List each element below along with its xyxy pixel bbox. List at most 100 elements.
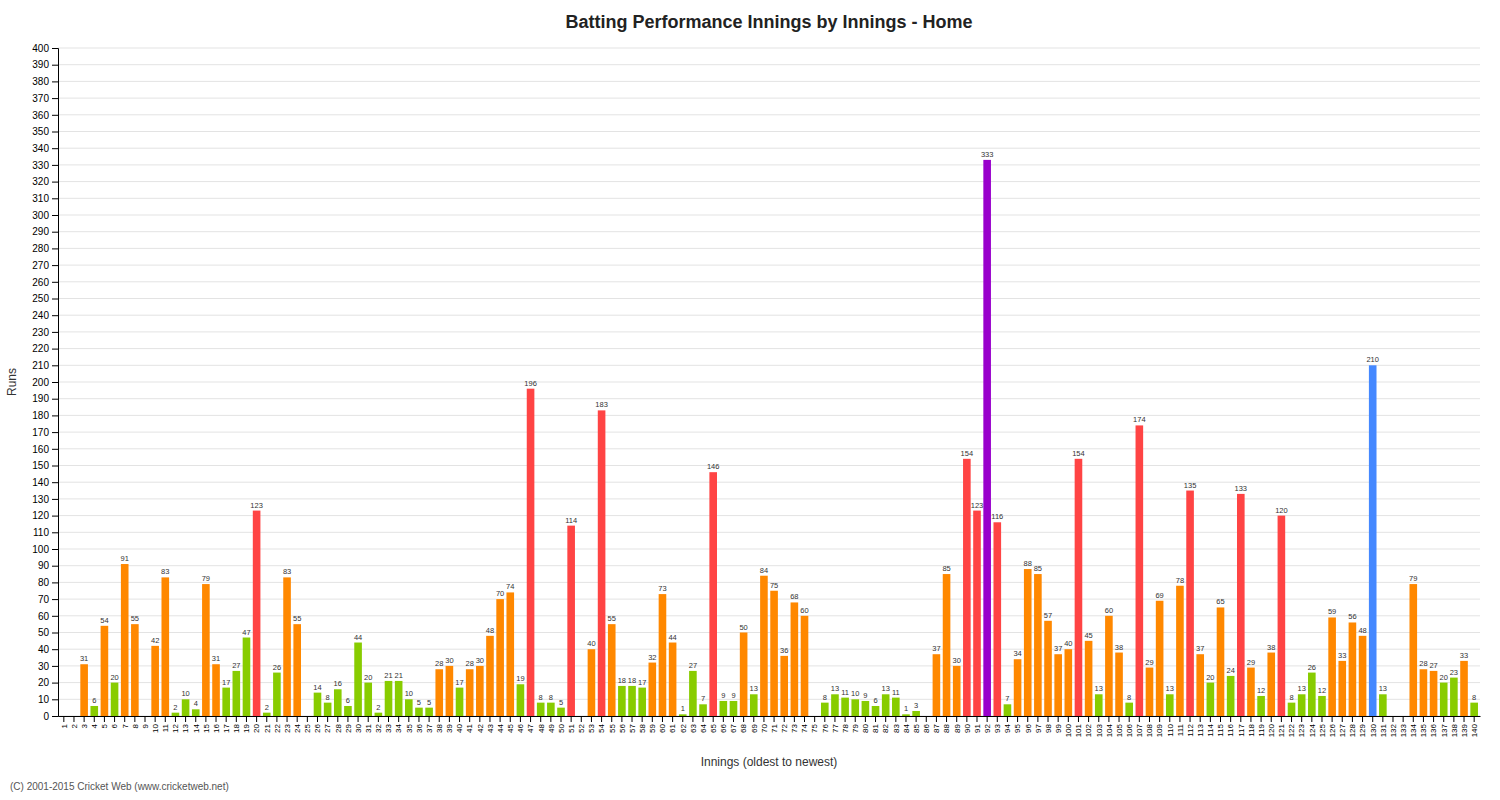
x-tick-label: 19 <box>242 723 251 732</box>
data-label: 135 <box>1184 481 1197 490</box>
x-tick: 116 <box>1226 716 1235 737</box>
x-tick: 8 <box>131 716 140 728</box>
x-tick-mark <box>327 716 328 722</box>
x-tick: 103 <box>1095 716 1104 737</box>
x-tick-label: 117 <box>1237 723 1246 736</box>
x-tick-label: 76 <box>821 723 830 732</box>
x-tick-label: 107 <box>1135 723 1144 737</box>
y-tick-mark <box>52 582 58 583</box>
bar <box>202 584 210 716</box>
x-tick: 49 <box>547 716 556 733</box>
x-tick: 122 <box>1287 716 1296 737</box>
bar <box>740 633 748 717</box>
bar <box>1095 694 1103 716</box>
bar <box>293 624 301 716</box>
x-tick-label: 75 <box>810 723 819 732</box>
y-tick-mark <box>52 382 58 383</box>
x-tick-label: 29 <box>344 723 353 732</box>
y-axis: 0102030405060708090100110120130140150160… <box>32 43 58 722</box>
y-tick: 120 <box>32 510 58 521</box>
y-tick-label: 300 <box>32 210 49 221</box>
x-tick: 13 <box>181 716 190 733</box>
data-label: 13 <box>1095 684 1103 693</box>
bar <box>577 716 585 717</box>
x-tick-label: 121 <box>1277 723 1286 737</box>
x-tick: 77 <box>831 716 840 733</box>
data-label: 48 <box>1358 626 1366 635</box>
x-tick-mark <box>378 716 379 722</box>
y-tick: 330 <box>32 160 58 171</box>
x-tick: 14 <box>192 716 201 733</box>
data-label: 18 <box>628 676 636 685</box>
x-tick-label: 58 <box>638 723 647 732</box>
y-tick-mark <box>52 399 58 400</box>
x-tick: 33 <box>384 716 393 733</box>
y-tick-mark <box>52 232 58 233</box>
data-label: 36 <box>780 646 788 655</box>
bar <box>547 703 555 716</box>
bar <box>1328 617 1336 716</box>
x-tick-mark <box>429 716 430 722</box>
bar <box>1237 494 1245 716</box>
x-tick-label: 108 <box>1145 723 1154 737</box>
grid-line <box>58 48 1480 49</box>
x-tick-mark <box>814 716 815 722</box>
x-tick-label: 49 <box>547 723 556 732</box>
bar <box>405 699 413 716</box>
x-tick-label: 8 <box>131 723 140 728</box>
y-tick: 270 <box>32 260 58 271</box>
x-tick-mark <box>347 716 348 722</box>
bars <box>80 160 1478 716</box>
x-tick: 35 <box>405 716 414 733</box>
x-tick-label: 104 <box>1105 723 1114 737</box>
x-tick-mark <box>185 716 186 722</box>
bar <box>557 708 565 716</box>
bar <box>375 713 383 716</box>
x-tick: 43 <box>486 716 495 733</box>
bar <box>679 714 687 716</box>
x-tick: 72 <box>780 716 789 733</box>
data-label: 60 <box>800 606 808 615</box>
bar <box>1075 459 1083 716</box>
bar <box>669 643 677 716</box>
x-tick-mark <box>1423 716 1424 722</box>
data-label: 6 <box>346 696 350 705</box>
data-label: 38 <box>1115 643 1123 652</box>
x-tick: 95 <box>1013 716 1022 733</box>
y-tick-mark <box>52 365 58 366</box>
bar <box>953 666 961 716</box>
y-tick-label: 200 <box>32 377 49 388</box>
data-label: 333 <box>981 150 994 159</box>
y-tick: 150 <box>32 460 58 471</box>
x-tick-mark <box>216 716 217 722</box>
bar <box>1217 607 1225 716</box>
grid-line <box>58 699 1480 700</box>
x-tick-label: 89 <box>953 723 962 732</box>
y-tick-mark <box>52 349 58 350</box>
x-tick: 96 <box>1024 716 1033 733</box>
x-tick: 110 <box>1166 716 1175 737</box>
x-tick-mark <box>1220 716 1221 722</box>
data-label: 29 <box>1145 658 1153 667</box>
y-tick: 110 <box>33 527 58 538</box>
y-tick-label: 0 <box>43 711 49 722</box>
x-tick-label: 60 <box>658 723 667 732</box>
x-tick-label: 36 <box>415 723 424 732</box>
x-tick-mark <box>1281 716 1282 722</box>
data-label: 65 <box>1216 597 1224 606</box>
x-tick-mark <box>1362 716 1363 722</box>
y-tick: 0 <box>43 711 58 722</box>
y-tick-label: 390 <box>32 59 49 70</box>
x-tick: 130 <box>1369 716 1378 737</box>
x-tick: 56 <box>618 716 627 733</box>
y-tick: 380 <box>32 76 58 87</box>
x-tick-mark <box>1108 716 1109 722</box>
x-tick: 51 <box>567 716 576 733</box>
x-tick-label: 46 <box>516 723 525 732</box>
x-tick-mark <box>733 716 734 722</box>
bar <box>1288 703 1296 716</box>
x-tick-label: 28 <box>334 723 343 732</box>
x-tick: 23 <box>283 716 292 733</box>
data-label: 28 <box>466 659 474 668</box>
grid-line <box>58 415 1480 416</box>
